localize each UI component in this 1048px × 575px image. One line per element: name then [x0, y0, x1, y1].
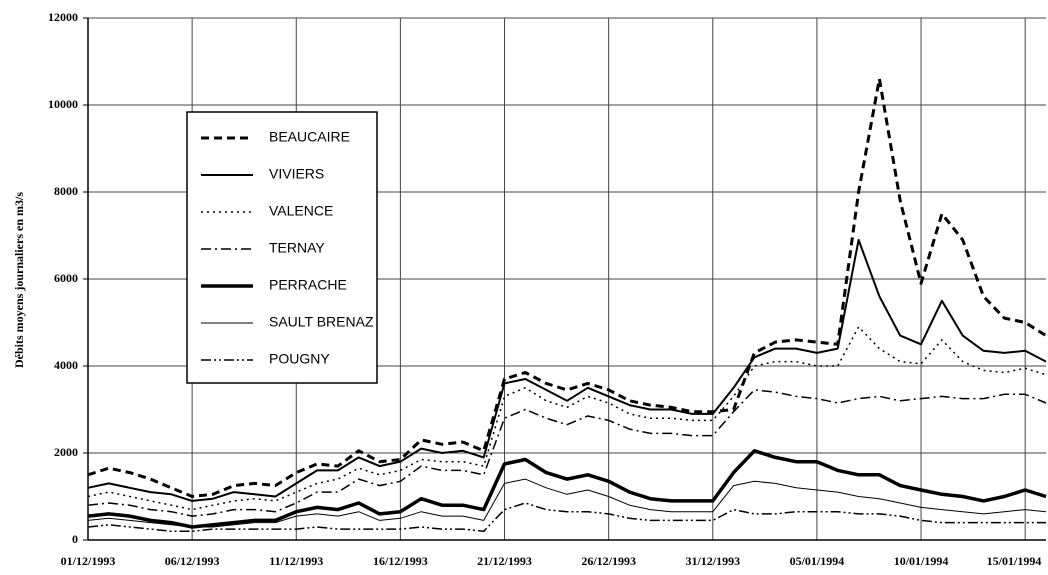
y-tick-label: 4000: [54, 358, 78, 372]
legend-label: TERNAY: [269, 240, 325, 256]
y-tick-label: 12000: [48, 10, 78, 24]
legend-label: VALENCE: [269, 203, 333, 219]
line-series: [87, 389, 1047, 517]
legend-label: PERRACHE: [269, 277, 347, 293]
x-tick-label: 06/12/1993: [165, 554, 220, 568]
y-axis-label: Débits moyens journaliers en m3/s: [12, 192, 26, 368]
y-tick-label: 0: [72, 532, 78, 546]
x-tick-label: 11/12/1993: [269, 554, 323, 568]
line-series: [87, 238, 1047, 502]
x-tick-label: 01/12/1993: [61, 554, 116, 568]
y-tick-label: 6000: [54, 271, 78, 285]
line-series: [87, 478, 1047, 528]
line-series: [87, 77, 1047, 498]
x-tick-label: 10/01/1994: [894, 554, 949, 568]
y-tick-label: 8000: [54, 184, 78, 198]
legend-label: BEAUCAIRE: [269, 129, 350, 145]
line-series: [87, 326, 1047, 511]
x-tick-label: 31/12/1993: [685, 554, 740, 568]
y-tick-label: 2000: [54, 445, 78, 459]
x-tick-label: 26/12/1993: [581, 554, 636, 568]
x-tick-label: 05/01/1994: [790, 554, 845, 568]
legend-label: POUGNY: [269, 351, 330, 367]
legend-box: [186, 111, 378, 384]
x-tick-label: 21/12/1993: [477, 554, 532, 568]
line-series: [87, 502, 1046, 533]
x-tick-label: 16/12/1993: [373, 554, 428, 568]
legend-label: SAULT BRENAZ: [269, 314, 374, 330]
line-series: [87, 449, 1047, 529]
x-tick-label: 15/01/1994: [987, 554, 1042, 568]
legend-label: VIVIERS: [269, 166, 324, 182]
y-tick-label: 10000: [48, 97, 78, 111]
